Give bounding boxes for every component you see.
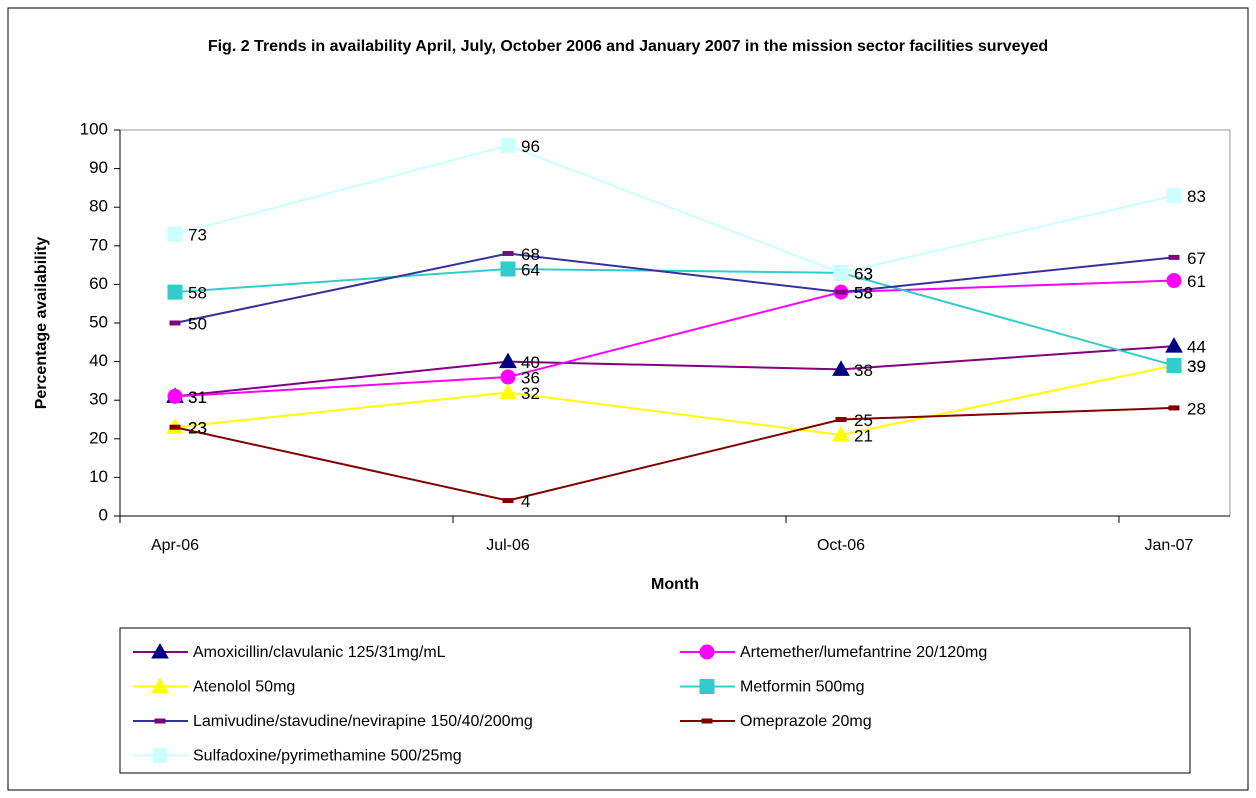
series-line — [174, 252, 1175, 324]
x-tick-label: Apr-06 — [151, 537, 199, 554]
legend-label: Metformin 500mg — [740, 679, 865, 696]
legend-label: Omeprazole 20mg — [740, 713, 872, 730]
data-point — [1166, 357, 1182, 373]
legend-marker — [699, 679, 715, 694]
data-label: 39 — [1187, 357, 1206, 376]
y-tick-label: 90 — [89, 158, 108, 177]
data-label: 40 — [521, 353, 540, 372]
chart-border — [7, 7, 1249, 791]
data-point — [1168, 405, 1180, 411]
data-point — [499, 383, 517, 399]
y-tick-label: 50 — [89, 312, 108, 331]
legend-marker — [152, 748, 168, 763]
data-point — [500, 261, 516, 277]
data-point — [167, 226, 183, 242]
legend-label: Artemether/lumefantrine 20/120mg — [740, 644, 987, 661]
series-line — [174, 279, 1175, 398]
legend-marker — [151, 677, 169, 693]
data-label: 31 — [188, 388, 207, 407]
data-label: 50 — [188, 314, 207, 333]
data-point — [167, 284, 183, 300]
y-tick-label: 80 — [89, 197, 108, 216]
series-line — [174, 406, 1175, 502]
data-label: 4 — [521, 492, 530, 511]
data-label: 96 — [521, 137, 540, 156]
y-tick-label: 60 — [89, 274, 108, 293]
y-tick-label: 30 — [89, 390, 108, 409]
data-label: 61 — [1187, 272, 1206, 291]
data-point — [502, 251, 514, 257]
legend-marker — [701, 718, 713, 724]
x-tick-label: Oct-06 — [817, 537, 865, 554]
data-label: 63 — [854, 264, 873, 283]
data-label: 64 — [521, 260, 540, 279]
data-label: 67 — [1187, 249, 1206, 268]
data-label: 38 — [854, 361, 873, 380]
series-line — [174, 144, 1175, 274]
y-axis-label: Percentage availability — [33, 237, 50, 410]
data-label: 28 — [1187, 399, 1206, 418]
series-line — [174, 345, 1175, 398]
y-tick-label: 40 — [89, 351, 108, 370]
data-point — [835, 417, 847, 422]
data-label: 58 — [188, 284, 207, 303]
legend-box — [119, 627, 1191, 774]
data-point — [832, 360, 850, 376]
series-line — [174, 267, 1175, 367]
chart-title: Fig. 2 Trends in availability April, Jul… — [207, 38, 1049, 55]
data-point — [1166, 188, 1182, 204]
data-point — [167, 388, 183, 404]
legend-marker — [154, 718, 166, 724]
data-label: 68 — [521, 245, 540, 264]
legend-marker — [699, 644, 715, 660]
y-tick-label: 0 — [99, 505, 108, 524]
data-label: 39 — [1187, 357, 1206, 376]
legend-label: Atenolol 50mg — [193, 679, 295, 696]
legend-label: Lamivudine/stavudine/nevirapine 150/40/2… — [193, 713, 533, 730]
y-tick-label: 10 — [89, 467, 108, 486]
y-tick-label: 100 — [80, 119, 108, 138]
x-axis-label: Month — [651, 576, 699, 593]
data-label: 44 — [1187, 338, 1206, 357]
data-label: 23 — [188, 419, 207, 438]
y-tick-label: 20 — [89, 428, 108, 447]
data-point — [1166, 273, 1182, 289]
data-point — [500, 137, 516, 153]
data-label: 36 — [521, 369, 540, 388]
plot-frame — [119, 129, 1231, 517]
data-label: 32 — [521, 384, 540, 403]
legend-marker — [151, 642, 169, 659]
data-point — [835, 289, 847, 295]
data-point — [499, 352, 517, 369]
data-label: 21 — [854, 426, 873, 445]
data-point — [502, 498, 514, 504]
data-label: 58 — [854, 284, 873, 303]
data-label: 83 — [1187, 187, 1206, 206]
y-tick-label: 70 — [89, 235, 108, 254]
x-tick-label: Jul-06 — [486, 537, 530, 554]
data-point — [1165, 337, 1183, 353]
data-label: 73 — [188, 226, 207, 245]
legend-label: Sulfadoxine/pyrimethamine 500/25mg — [193, 748, 462, 765]
data-point — [500, 369, 516, 385]
data-point — [1168, 254, 1180, 260]
data-point — [833, 265, 849, 281]
data-point — [169, 424, 181, 430]
data-label: 25 — [854, 411, 873, 430]
legend-label: Amoxicillin/clavulanic 125/31mg/mL — [193, 644, 446, 661]
x-tick-label: Jan-07 — [1145, 537, 1194, 554]
data-point — [169, 320, 181, 326]
data-point — [832, 425, 850, 442]
series-line — [174, 364, 1175, 436]
data-label: 31 — [188, 388, 207, 407]
